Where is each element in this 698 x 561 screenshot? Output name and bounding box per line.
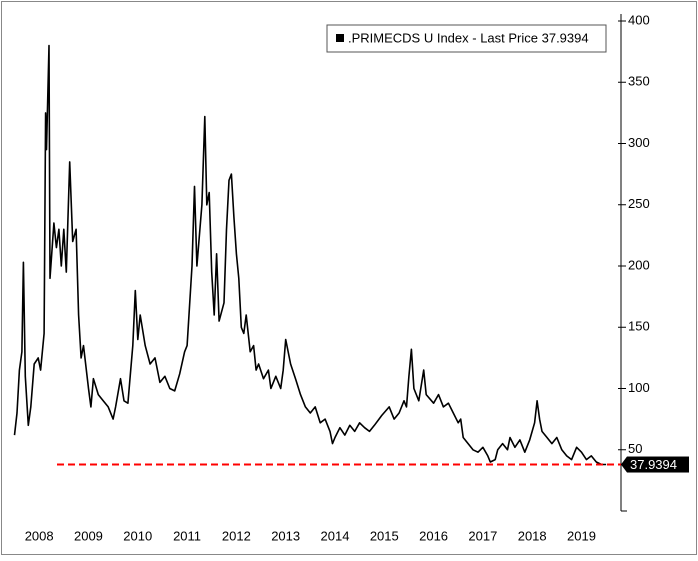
- x-tick-label: 2018: [518, 528, 547, 543]
- x-tick-label: 2017: [468, 528, 497, 543]
- legend-swatch: [336, 34, 344, 42]
- y-tick-label: 150: [628, 319, 650, 334]
- last-price-box: [627, 456, 689, 473]
- legend: .PRIMECDS U Index - Last Price 37.9394: [326, 24, 607, 53]
- y-tick-label: 350: [628, 74, 650, 89]
- y-tick-label: 300: [628, 135, 650, 150]
- y-tick-label: 50: [628, 441, 642, 456]
- y-tick-label: 250: [628, 196, 650, 211]
- x-tick-label: 2019: [567, 528, 596, 543]
- x-tick-label: 2010: [123, 528, 152, 543]
- last-price-label: 37.9394: [630, 457, 677, 472]
- y-tick-label: 200: [628, 257, 650, 272]
- x-tick-label: 2009: [74, 528, 103, 543]
- y-tick-label: 400: [628, 12, 650, 27]
- last-price-marker: [621, 456, 627, 473]
- x-tick-label: 2016: [419, 528, 448, 543]
- series-line: [13, 44, 607, 466]
- legend-box: [326, 24, 607, 53]
- x-tick-label: 2014: [321, 528, 350, 543]
- legend-label: .PRIMECDS U Index - Last Price 37.9394: [348, 30, 589, 45]
- y-tick-label: 100: [628, 380, 650, 395]
- x-tick-label: 2012: [222, 528, 251, 543]
- x-tick-label: 2011: [173, 528, 201, 543]
- x-tick-label: 2015: [370, 528, 399, 543]
- x-tick-label: 2013: [271, 528, 300, 543]
- x-tick-label: 2008: [25, 528, 54, 543]
